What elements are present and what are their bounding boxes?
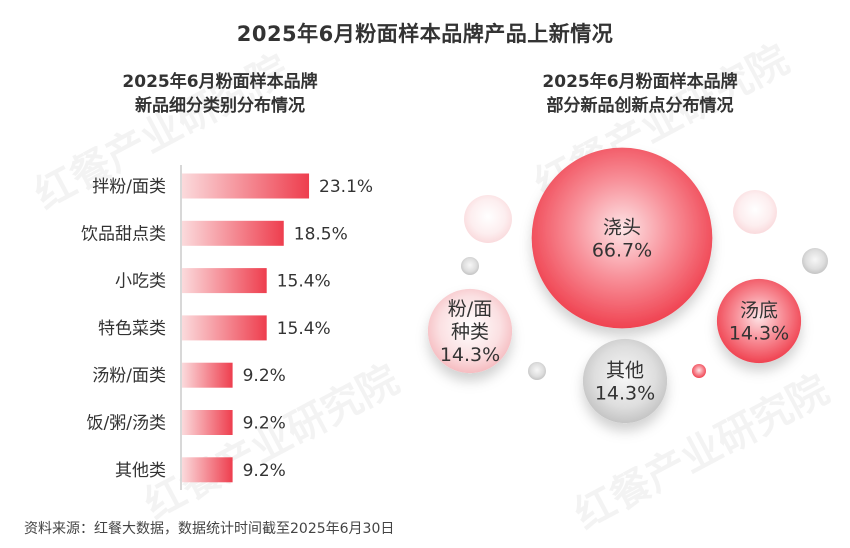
decor-circle <box>461 257 479 275</box>
bubble-category-label: 汤底 <box>740 300 778 322</box>
bubble-category-label: 种类 <box>451 321 489 343</box>
bubble-value-label: 14.3% <box>595 383 655 405</box>
bar <box>182 457 233 483</box>
bubble-category-label: 粉/面 <box>448 298 492 320</box>
bar <box>182 268 267 294</box>
bubble <box>531 147 713 329</box>
bar <box>182 315 267 341</box>
bar <box>182 410 233 435</box>
page-title: 2025年6月粉面样本品牌产品上新情况 <box>236 22 614 46</box>
category-label: 汤粉/面类 <box>92 366 166 386</box>
decor-circle <box>464 195 512 243</box>
category-label: 小吃类 <box>115 272 166 292</box>
bar-chart-title: 2025年6月粉面样本品牌 新品细分类别分布情况 <box>122 72 318 116</box>
category-label: 其他类 <box>115 461 166 481</box>
bar <box>182 362 233 388</box>
value-label: 9.2% <box>243 414 286 434</box>
value-label: 9.2% <box>243 461 286 481</box>
value-label: 23.1% <box>319 177 373 197</box>
value-label: 9.2% <box>243 366 286 386</box>
bar-chart: 拌粉/面类 23.1% 饮品甜点类 18.5% 小吃类 15.4% 特色菜类 15.4% 汤粉/… <box>81 173 373 483</box>
decor-circle <box>528 362 546 380</box>
source-note: 资料来源：红餐大数据，数据统计时间截至2025年6月30日 <box>24 521 395 537</box>
value-label: 18.5% <box>294 224 348 244</box>
bar <box>182 220 284 246</box>
decor-circle <box>733 190 777 234</box>
bubble <box>716 278 802 364</box>
bubble <box>582 338 668 424</box>
value-label: 15.4% <box>277 272 331 292</box>
category-label: 特色菜类 <box>98 319 166 339</box>
bubble <box>427 288 513 374</box>
category-label: 饭/粥/汤类 <box>87 414 166 434</box>
value-label: 15.4% <box>277 319 331 339</box>
decor-circle <box>692 364 706 378</box>
category-label: 拌粉/面类 <box>92 177 166 197</box>
bubble-decorations <box>461 190 828 380</box>
bar <box>182 173 310 199</box>
bubble-category-label: 其他 <box>606 360 644 382</box>
decor-circle <box>802 248 828 274</box>
bubble-category-label: 浇头 <box>603 217 641 239</box>
bubble-value-label: 14.3% <box>729 323 789 345</box>
bubble-chart-title: 2025年6月粉面样本品牌 部分新品创新点分布情况 <box>542 72 738 116</box>
bubble-value-label: 66.7% <box>592 240 652 262</box>
category-label: 饮品甜点类 <box>81 224 166 244</box>
bubble-value-label: 14.3% <box>440 344 500 366</box>
